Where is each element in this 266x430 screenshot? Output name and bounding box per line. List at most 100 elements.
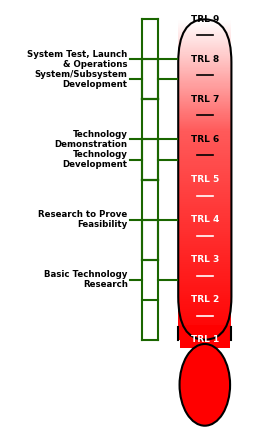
Bar bbox=[178, 148, 231, 150]
Bar bbox=[178, 325, 231, 326]
Bar bbox=[178, 196, 231, 197]
Bar bbox=[178, 293, 231, 294]
Text: TRL 2: TRL 2 bbox=[191, 295, 219, 304]
Bar bbox=[178, 163, 231, 165]
Bar bbox=[178, 159, 231, 160]
Bar bbox=[178, 129, 231, 130]
Bar bbox=[178, 227, 231, 229]
Bar bbox=[178, 256, 231, 258]
Bar bbox=[178, 216, 231, 217]
Bar bbox=[178, 253, 231, 254]
Bar bbox=[178, 154, 231, 155]
Bar bbox=[178, 61, 231, 62]
Bar bbox=[178, 284, 231, 285]
Bar bbox=[178, 299, 231, 300]
Bar bbox=[178, 250, 231, 251]
Bar bbox=[178, 317, 231, 318]
Bar bbox=[178, 276, 231, 278]
Bar bbox=[178, 147, 231, 148]
Bar bbox=[178, 41, 231, 42]
Bar bbox=[178, 160, 231, 161]
Bar bbox=[178, 150, 231, 152]
Text: Research to Prove
Feasibility: Research to Prove Feasibility bbox=[38, 210, 128, 229]
Bar bbox=[178, 185, 231, 186]
Bar bbox=[178, 280, 231, 281]
Bar bbox=[178, 283, 231, 284]
Bar bbox=[178, 101, 231, 103]
Bar bbox=[178, 184, 231, 185]
Bar bbox=[178, 127, 231, 128]
Bar bbox=[178, 78, 231, 79]
Bar bbox=[178, 285, 231, 286]
Bar bbox=[178, 158, 231, 159]
Bar bbox=[178, 310, 231, 311]
Bar bbox=[178, 175, 231, 176]
Bar bbox=[178, 42, 231, 43]
Bar bbox=[178, 186, 231, 187]
Bar bbox=[178, 206, 231, 207]
Bar bbox=[178, 199, 231, 200]
Bar bbox=[178, 125, 231, 126]
Bar bbox=[178, 298, 231, 299]
Bar bbox=[178, 92, 231, 93]
Bar bbox=[178, 130, 231, 132]
Bar bbox=[178, 74, 231, 75]
Bar bbox=[178, 37, 231, 39]
Bar bbox=[178, 224, 231, 225]
Bar bbox=[178, 214, 231, 215]
Bar bbox=[178, 52, 231, 53]
Bar bbox=[178, 108, 231, 109]
Bar bbox=[178, 137, 231, 138]
Bar bbox=[178, 96, 231, 97]
Bar bbox=[178, 247, 231, 248]
Bar bbox=[178, 335, 231, 337]
Bar bbox=[178, 328, 231, 329]
Bar bbox=[178, 105, 231, 106]
Bar bbox=[178, 236, 231, 237]
Bar bbox=[178, 320, 231, 322]
Text: TRL 3: TRL 3 bbox=[191, 255, 219, 264]
Bar bbox=[178, 132, 231, 134]
Bar bbox=[178, 245, 231, 246]
Bar bbox=[178, 200, 231, 201]
Bar bbox=[178, 326, 231, 327]
Circle shape bbox=[180, 344, 230, 426]
Bar bbox=[178, 44, 231, 45]
Bar bbox=[178, 180, 231, 181]
Bar bbox=[178, 83, 231, 84]
Bar bbox=[178, 223, 231, 224]
Bar bbox=[178, 234, 231, 235]
Bar bbox=[178, 296, 231, 297]
Bar bbox=[178, 238, 231, 240]
Bar bbox=[178, 80, 231, 81]
Bar bbox=[178, 275, 231, 276]
Bar bbox=[178, 187, 231, 188]
Bar bbox=[178, 65, 231, 66]
Bar bbox=[178, 39, 231, 40]
Bar bbox=[178, 142, 231, 143]
Text: TRL 7: TRL 7 bbox=[191, 95, 219, 104]
Bar bbox=[178, 112, 231, 114]
Bar bbox=[178, 215, 231, 216]
Bar bbox=[178, 84, 231, 86]
Bar bbox=[178, 77, 231, 78]
Bar bbox=[178, 89, 231, 90]
Text: System/Subsystem
Development: System/Subsystem Development bbox=[35, 70, 128, 89]
Bar bbox=[178, 309, 231, 310]
Bar bbox=[178, 231, 231, 232]
Bar bbox=[178, 66, 231, 68]
Bar bbox=[178, 174, 231, 175]
Text: TRL 1: TRL 1 bbox=[191, 335, 219, 344]
Bar bbox=[178, 337, 231, 338]
Bar bbox=[178, 211, 231, 212]
Bar bbox=[178, 192, 231, 194]
Bar bbox=[178, 53, 231, 55]
Bar bbox=[178, 122, 231, 123]
Bar bbox=[178, 161, 231, 163]
Bar bbox=[178, 25, 231, 26]
Bar bbox=[178, 289, 231, 291]
Bar bbox=[178, 136, 231, 137]
Bar bbox=[178, 295, 231, 296]
Bar bbox=[178, 166, 231, 167]
Bar bbox=[178, 333, 231, 335]
